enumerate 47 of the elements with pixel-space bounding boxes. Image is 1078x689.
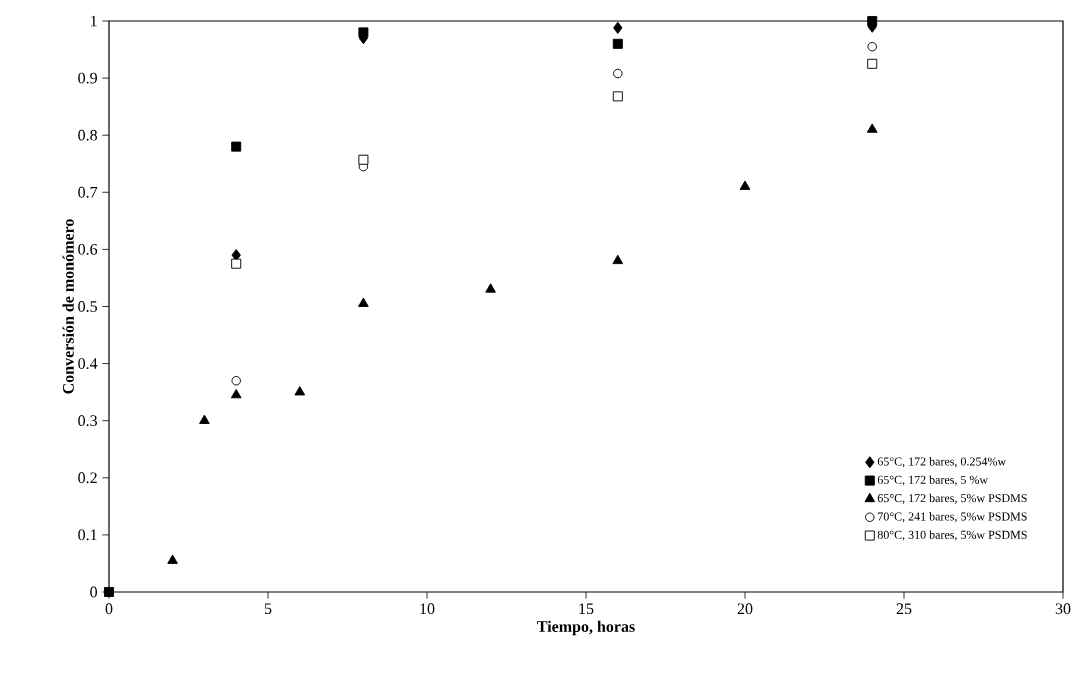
point — [613, 68, 623, 79]
y-tick-label: 0.8 — [78, 129, 98, 141]
point — [739, 180, 751, 190]
y-tick-label: 0 — [90, 586, 97, 598]
legend-label: 65°C, 172 bares, 5 %w — [877, 475, 989, 486]
x-tick-label: 0 — [105, 603, 113, 615]
point — [294, 386, 306, 396]
x-tick-label: 20 — [737, 603, 753, 615]
point — [358, 27, 369, 38]
x-tick-label: 15 — [579, 603, 594, 615]
point — [613, 21, 623, 34]
legend-label: 80°C, 310 bares, 5%w PSDMS — [877, 530, 1027, 541]
point — [866, 123, 878, 133]
point — [230, 388, 242, 399]
point — [231, 375, 241, 386]
point — [867, 41, 877, 52]
point — [612, 254, 624, 265]
point — [231, 258, 242, 269]
x-tick-label: 25 — [896, 603, 912, 615]
x-tick-label: 10 — [420, 603, 435, 615]
y-tick-label: 1 — [91, 15, 97, 27]
x-tick-label: 30 — [1055, 603, 1071, 615]
x-tick-label: 5 — [264, 603, 272, 614]
y-tick-label: 0.7 — [78, 186, 98, 198]
y-tick-label: 0.3 — [78, 415, 98, 427]
point — [612, 91, 623, 102]
point — [167, 554, 178, 564]
point — [612, 38, 623, 49]
point — [199, 414, 210, 424]
point — [867, 58, 878, 69]
y-axis-title: Conversión de monómero — [62, 219, 74, 394]
x-axis-title: Tiempo, horas — [537, 620, 635, 636]
point — [358, 154, 369, 165]
point — [231, 141, 242, 152]
legend-label: 65°C, 172 bares, 0.254%w — [877, 457, 1007, 468]
y-tick-label: 0.4 — [78, 358, 98, 370]
y-tick-label: 0.9 — [78, 72, 97, 84]
y-tick-label: 0.2 — [78, 472, 97, 484]
point — [485, 283, 496, 293]
y-tick-label: 0.1 — [78, 529, 97, 541]
y-tick-label: 0.5 — [78, 301, 98, 312]
point — [867, 15, 878, 26]
point — [104, 586, 114, 597]
legend-label: 70°C, 241 bares, 5%w PSDMS — [878, 512, 1027, 523]
y-tick-label: 0.6 — [78, 243, 98, 255]
point — [358, 297, 369, 307]
legend-label: 65°C, 172 bares, 5%w PSDMS — [877, 493, 1027, 504]
